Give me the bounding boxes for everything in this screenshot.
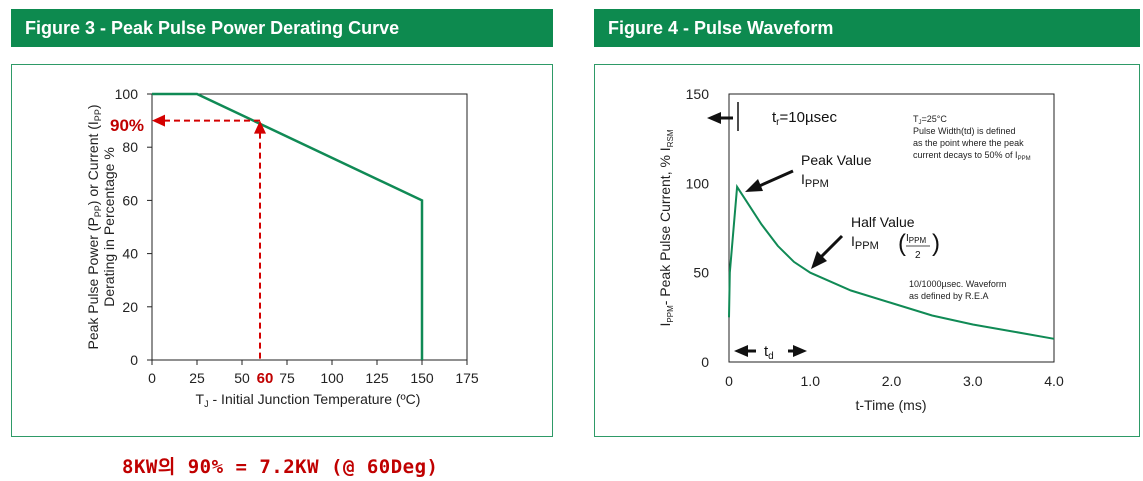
figure3-ytick-label: 40 [122,246,138,262]
figure3-title: Figure 3 - Peak Pulse Power Derating Cur… [25,18,400,38]
figure3-xtick-label: 0 [148,370,156,386]
figure4-ylabel: IPPM- Peak Pulse Current, % IRSM [657,129,675,326]
derating-annotation: 8KW의 90% = 7.2KW (@ 60Deg) [122,456,439,478]
figure4-ytick-label: 150 [686,86,710,102]
figure4-waveform-note-line1: 10/1000µsec. Waveform [909,279,1006,289]
figure3-ylabel: Peak Pulse Power (PPP) or Current (IPP) [85,104,103,349]
figure4-xtick-label: 1.0 [801,373,821,389]
figure4-half-paren-close: ) [932,230,940,257]
figure4-waveform-line [728,183,1055,340]
figure4-half-arrow-line [819,234,844,259]
figure4-half-arrow [811,251,827,269]
figure3-derating-line [152,92,424,360]
figure4-ytick-label: 50 [693,265,709,281]
figure3-ytick-label: 80 [122,139,138,155]
figure3-plot-frame [151,93,468,361]
figure4-xlabel: t-Time (ms) [855,397,926,413]
figure4-half-current: IPPM [851,233,879,252]
figure3-marker-arrow-up [254,120,266,134]
figure4-waveform-note-line2: as defined by R.E.A [909,291,989,301]
figure3-ytick-label: 100 [115,86,139,102]
figure4-tr-label: tr=10µsec [772,109,837,128]
figure4-note: TJ=25°C Pulse Width(td) is defined as th… [913,114,1031,162]
figure4-header: Figure 4 - Pulse Waveform [594,9,1140,47]
figure4-chart: 0 50 100 150 0 1.0 2.0 3.0 4.0 tr=10µsec TJ=25°… [657,86,1064,413]
figure4-ytick-label: 100 [686,175,710,191]
figure4-xtick-label: 4.0 [1044,373,1064,389]
figure3-xtick-label: 125 [365,370,389,386]
figure3-marker-arrow-left [152,114,165,127]
figure3-xtick-label: 150 [410,370,434,386]
figure4-half-frac-den: 2 [915,250,921,261]
figure4-peak-arrow [745,179,763,192]
figure3-header: Figure 3 - Peak Pulse Power Derating Cur… [11,9,553,47]
figure3-ylabel-line2: Derating in Percentage % [101,147,117,307]
figure4-td-label: td [764,343,774,362]
figure4-half-frac-num: IPPM [906,233,926,245]
figure4-tr-arrow [707,112,721,124]
figure3-xtick-label: 50 [234,370,250,386]
figure4-peak-arrow-line [756,169,794,189]
figure3-60-label-bg [256,368,274,384]
figure3-ytick-label: 0 [130,352,138,368]
figure3-60-label: 60 [257,370,274,387]
figure4-xtick-label: 2.0 [882,373,902,389]
figure4-half-title: Half Value [851,214,915,230]
figure4-peak-title: Peak Value [801,152,872,168]
figure4-xtick-label: 0 [725,373,733,389]
figure4-ytick-label: 0 [701,354,709,370]
figure3-xtick-label: 25 [189,370,205,386]
figure4-xtick-label: 3.0 [963,373,983,389]
figure3-ytick-label: 60 [122,192,138,208]
figure4-td-arrow-right [793,345,807,357]
figure4-title: Figure 4 - Pulse Waveform [608,18,834,38]
figure3-xtick-label: 75 [279,370,295,386]
figure3-ytick-label: 20 [122,299,138,315]
figure3-xtick-label: 175 [455,370,479,386]
figure4-half-paren-open: ( [898,230,906,257]
figure3-xlabel: TJ - Initial Junction Temperature (ºC) [196,391,421,409]
figure4-td-arrow-left [734,345,748,357]
figure3-90pct-label: 90% [110,116,144,135]
figure4-panel: 0 50 100 150 0 1.0 2.0 3.0 4.0 tr=10µsec TJ=25°… [594,64,1140,437]
figure3-panel: 0 20 40 60 80 100 0 25 50 75 100 125 150 175 90% 60 … [11,64,553,437]
figure3-xtick-label: 100 [320,370,344,386]
figure4-peak-current: IPPM [801,171,829,190]
figure4-plot-frame [728,93,1055,363]
